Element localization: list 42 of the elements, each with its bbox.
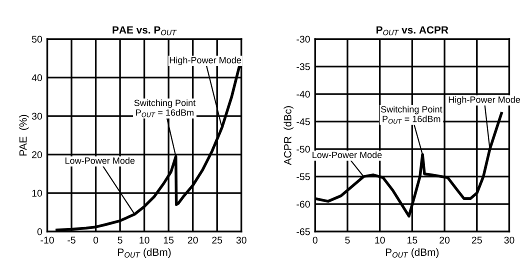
chart-title: P$_{OUT}$ vs. ACPR: [376, 26, 448, 36]
annotation: Switching Point P$_{OUT}$ = 16dBm: [134, 99, 196, 118]
y-tick-label: -60: [296, 200, 310, 208]
y-tick-label: -40: [296, 90, 310, 98]
x-tick-label: -10: [40, 236, 54, 244]
y-tick-label: 0: [37, 228, 42, 236]
x-axis-title: P$_{OUT}$ (dBm): [118, 248, 171, 258]
y-tick-label: -50: [296, 146, 310, 153]
y-axis-title: ACPR (dBc): [284, 106, 294, 166]
y-tick-label: 50: [32, 36, 42, 43]
annotation: High-Power Mode: [170, 56, 242, 66]
x-tick-label: 15: [408, 236, 418, 244]
x-tick-label: 5: [345, 236, 350, 244]
y-tick-label: 40: [32, 74, 42, 82]
y-tick-label: -55: [296, 173, 310, 180]
y-axis-title: PAE (%): [19, 114, 29, 156]
x-tick-label: 25: [212, 236, 222, 244]
x-tick-label: 0: [312, 236, 318, 244]
annotation: Low-Power Mode: [312, 151, 382, 158]
x-tick-label: 0: [93, 236, 98, 244]
x-tick-label: 10: [140, 236, 150, 244]
x-tick-label: 30: [236, 236, 246, 244]
x-tick-label: 5: [118, 236, 122, 244]
x-tick-label: 20: [440, 236, 450, 244]
x-tick-label: 20: [188, 236, 198, 244]
y-tick-label: 20: [32, 151, 42, 158]
y-tick-label: 10: [32, 190, 42, 197]
chart-title: PAE vs. P$_{OUT}$: [112, 26, 177, 36]
annotation: Low-Power Mode: [66, 157, 135, 164]
y-tick-label: -45: [296, 118, 310, 126]
y-tick-label: -65: [296, 228, 310, 236]
x-tick-label: 25: [472, 236, 482, 244]
y-tick-label: 30: [32, 112, 42, 120]
x-tick-label: 30: [504, 236, 514, 244]
x-tick-label: 15: [164, 236, 174, 244]
x-tick-label: 10: [375, 236, 385, 244]
y-tick-label: -30: [296, 36, 310, 43]
x-tick-label: -5: [68, 236, 76, 244]
y-tick-label: -35: [296, 63, 310, 70]
x-axis-title: P$_{OUT}$ (dBm): [386, 248, 439, 258]
annotation: Switching Point P$_{OUT}$ = 16dBm: [380, 106, 442, 124]
annotation: High-Power Mode: [448, 96, 520, 105]
